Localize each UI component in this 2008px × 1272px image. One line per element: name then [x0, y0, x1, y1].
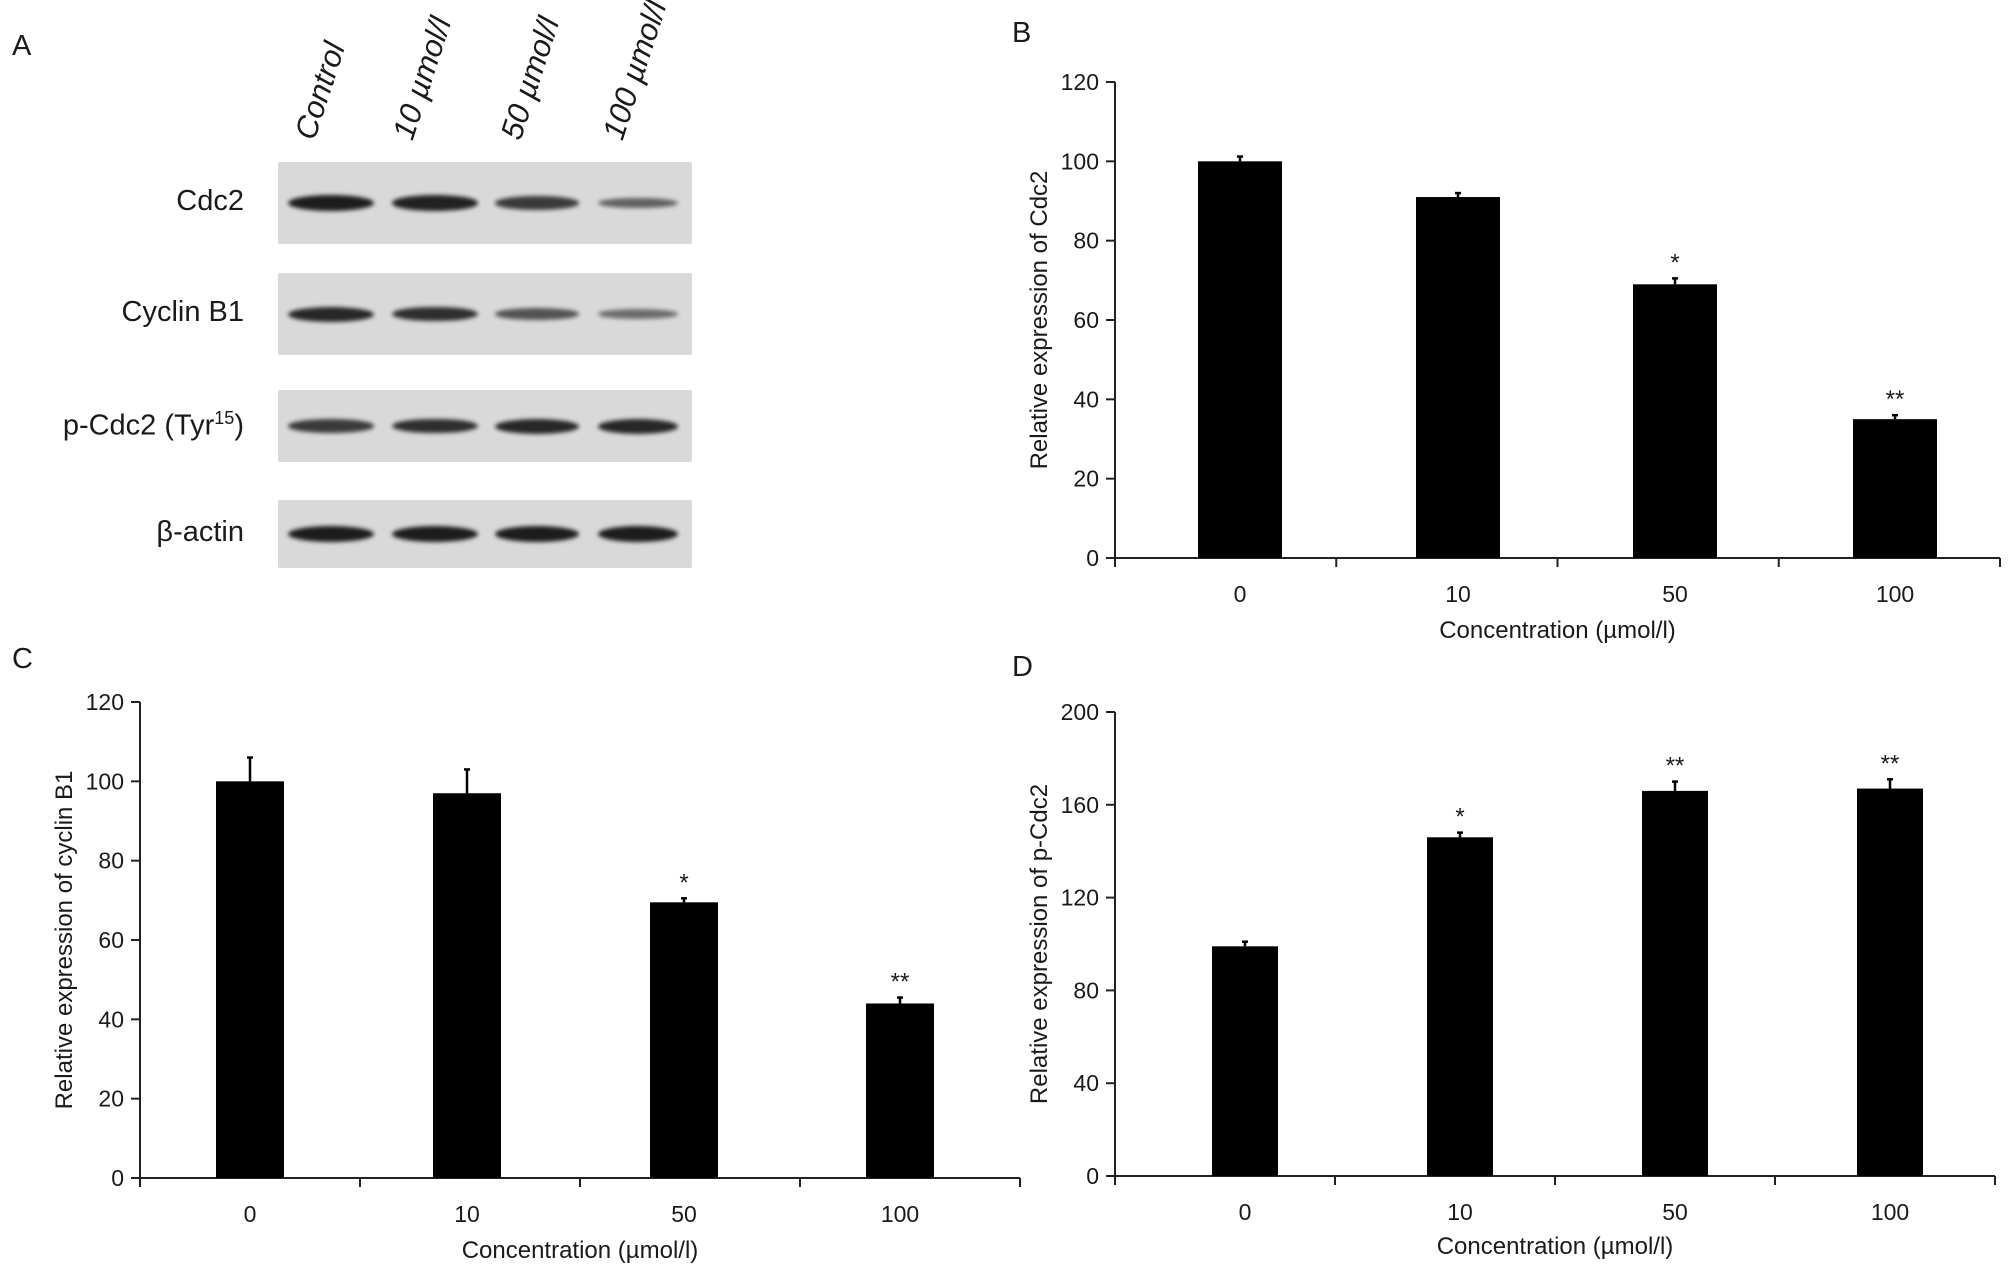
y-tick-label: 120 [86, 689, 124, 715]
blot-band [392, 306, 478, 322]
y-tick-label: 20 [1073, 466, 1099, 492]
bar [1212, 946, 1278, 1176]
blot-row-label-text: Cdc2 [176, 185, 244, 217]
bar [650, 902, 718, 1178]
y-tick-label: 40 [1073, 386, 1099, 412]
y-tick-label: 60 [1073, 307, 1099, 333]
category-label: 0 [244, 1201, 257, 1227]
blot-band [288, 306, 374, 322]
blot-row-label: p-Cdc2 (Tyr15) [0, 408, 244, 443]
blot-band [495, 196, 579, 210]
y-axis-title: Relative expression of Cdc2 [1026, 171, 1053, 470]
blot-band [392, 526, 478, 542]
y-tick-label: 40 [1073, 1070, 1099, 1096]
blot-row-label: β-actin [0, 516, 244, 549]
bar [1198, 161, 1282, 559]
bar [1427, 837, 1493, 1176]
significance-marker: * [1455, 804, 1464, 831]
category-label: 100 [881, 1201, 919, 1227]
blot-row-label-superscript: 15 [214, 408, 235, 428]
panel-letter-a: A [12, 30, 32, 62]
blot-strip [278, 500, 692, 568]
blot-strip [278, 390, 692, 462]
significance-marker: ** [891, 969, 910, 996]
blot-band [495, 308, 579, 320]
y-tick-label: 200 [1061, 699, 1099, 725]
bar [216, 781, 284, 1178]
y-axis-title: Relative expression of p-Cdc2 [1026, 784, 1053, 1104]
x-axis-title: Concentration (µmol/l) [1439, 617, 1676, 644]
significance-marker: * [1670, 249, 1679, 276]
y-tick-label: 120 [1061, 69, 1099, 95]
significance-marker: ** [1666, 753, 1685, 780]
y-tick-label: 0 [111, 1165, 124, 1191]
y-tick-label: 60 [98, 927, 124, 953]
category-label: 10 [1445, 581, 1471, 607]
blot-strip [278, 273, 692, 355]
bar [1416, 197, 1500, 559]
significance-marker: ** [1881, 750, 1900, 777]
y-tick-label: 100 [1061, 148, 1099, 174]
y-tick-label: 120 [1061, 885, 1099, 911]
significance-marker: ** [1886, 386, 1905, 413]
y-tick-label: 80 [1073, 228, 1099, 254]
panel-letter: C [12, 643, 33, 675]
bar [1853, 419, 1937, 558]
category-label: 50 [1662, 581, 1688, 607]
blot-row-label-end: ) [234, 409, 244, 442]
y-tick-label: 100 [86, 768, 124, 794]
y-tick-label: 0 [1086, 545, 1099, 571]
y-tick-label: 80 [98, 848, 124, 874]
category-label: 0 [1239, 1199, 1252, 1225]
category-label: 50 [671, 1201, 697, 1227]
category-label: 100 [1871, 1199, 1909, 1225]
x-axis-title: Concentration (µmol/l) [462, 1237, 699, 1264]
y-tick-label: 160 [1061, 792, 1099, 818]
panel-letter: D [1012, 651, 1033, 683]
blot-band [288, 195, 374, 211]
category-label: 100 [1876, 581, 1914, 607]
blot-band [392, 418, 478, 434]
y-tick-label: 20 [98, 1086, 124, 1112]
blot-row-label-text: p-Cdc2 (Tyr [62, 409, 215, 442]
blot-row-label: Cdc2 [0, 185, 244, 218]
y-tick-label: 0 [1086, 1163, 1099, 1189]
category-label: 10 [1447, 1199, 1473, 1225]
blot-band [598, 526, 678, 542]
category-label: 50 [1662, 1199, 1688, 1225]
blot-row-label-text: Cyclin B1 [121, 296, 245, 328]
bar [433, 793, 501, 1178]
blot-row-label-text: β-actin [156, 516, 244, 548]
panel-letter: B [1012, 17, 1031, 49]
category-label: 0 [1234, 581, 1247, 607]
bar [1642, 790, 1708, 1176]
blot-strip [278, 162, 692, 244]
y-axis-title: Relative expression of cyclin B1 [51, 771, 78, 1110]
category-label: 10 [454, 1201, 480, 1227]
blot-band [598, 197, 678, 209]
blot-band [495, 418, 579, 434]
blot-band [598, 418, 678, 434]
bar [866, 1003, 934, 1178]
y-tick-label: 80 [1073, 977, 1099, 1003]
blot-band [288, 419, 374, 433]
blot-band [495, 526, 579, 542]
blot-band [288, 526, 374, 542]
bar [1633, 284, 1717, 558]
bar [1857, 788, 1923, 1176]
blot-row-label: Cyclin B1 [0, 296, 245, 329]
x-axis-title: Concentration (µmol/l) [1437, 1233, 1674, 1260]
y-tick-label: 40 [98, 1006, 124, 1032]
blot-band [598, 309, 678, 319]
significance-marker: * [679, 869, 688, 896]
blot-band [392, 195, 478, 211]
